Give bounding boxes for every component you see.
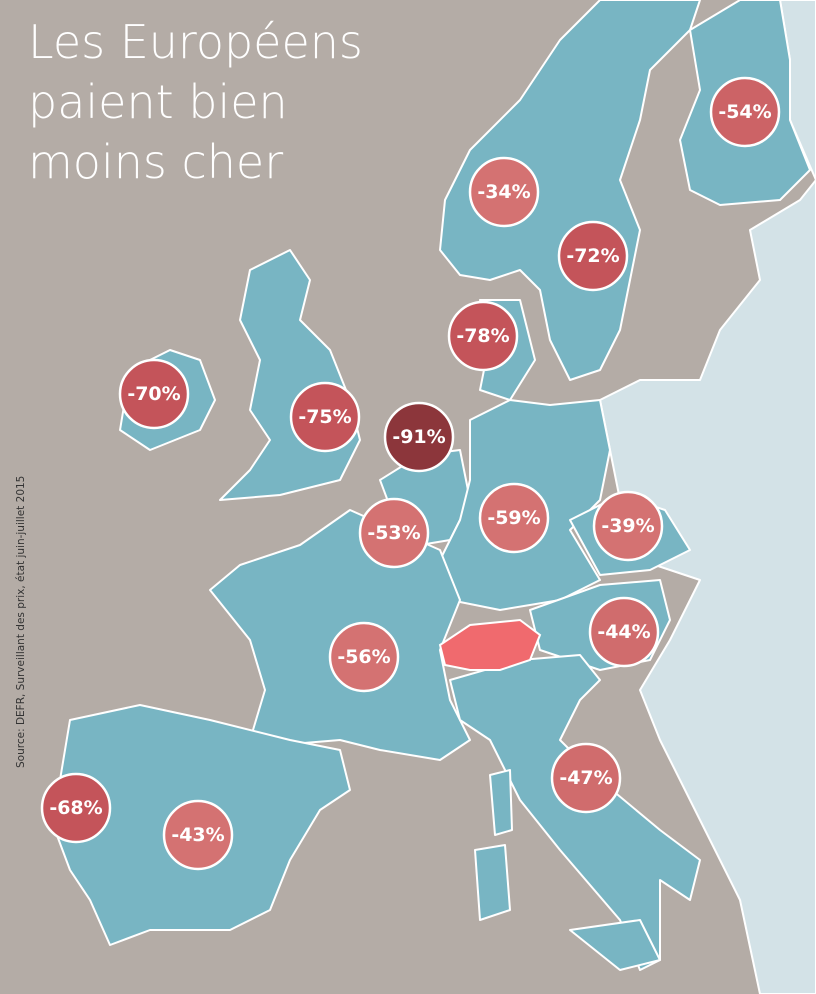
marker-label: -78% <box>456 325 509 347</box>
marker-label: -44% <box>597 621 650 643</box>
marker-label: -47% <box>559 767 612 789</box>
marker <box>478 482 550 554</box>
title-line: Les Européens <box>28 15 363 69</box>
italy <box>449 654 701 971</box>
marker-label: -70% <box>127 383 180 405</box>
marker-label: -56% <box>337 646 390 668</box>
corsica <box>489 769 513 836</box>
marker <box>40 772 112 844</box>
sicily <box>569 919 661 971</box>
marker-label: -34% <box>477 181 530 203</box>
marker <box>588 596 660 668</box>
marker <box>557 220 629 292</box>
marker-label: -91% <box>392 426 445 448</box>
marker-label: -72% <box>566 245 619 267</box>
marker <box>447 300 519 372</box>
marker <box>358 497 430 569</box>
marker-label: -75% <box>298 406 351 428</box>
marker <box>592 490 664 562</box>
marker <box>383 401 455 473</box>
marker-label: -39% <box>601 515 654 537</box>
marker <box>468 156 540 228</box>
title-line: paient bien <box>28 75 288 129</box>
marker <box>289 381 361 453</box>
sardinia <box>474 844 511 921</box>
marker-label: -53% <box>367 522 420 544</box>
marker-label: -59% <box>487 507 540 529</box>
title-line: moins cher <box>28 135 283 189</box>
marker <box>709 76 781 148</box>
norway-sweden <box>439 0 701 381</box>
source: Source: DEFR, Surveillant des prix, état… <box>15 476 27 768</box>
marker <box>550 742 622 814</box>
switzerland <box>438 618 542 671</box>
marker <box>162 799 234 871</box>
marker-label: -54% <box>718 101 771 123</box>
marker-label: -43% <box>171 824 224 846</box>
marker-label: -68% <box>49 797 102 819</box>
marker <box>118 358 190 430</box>
marker <box>328 621 400 693</box>
